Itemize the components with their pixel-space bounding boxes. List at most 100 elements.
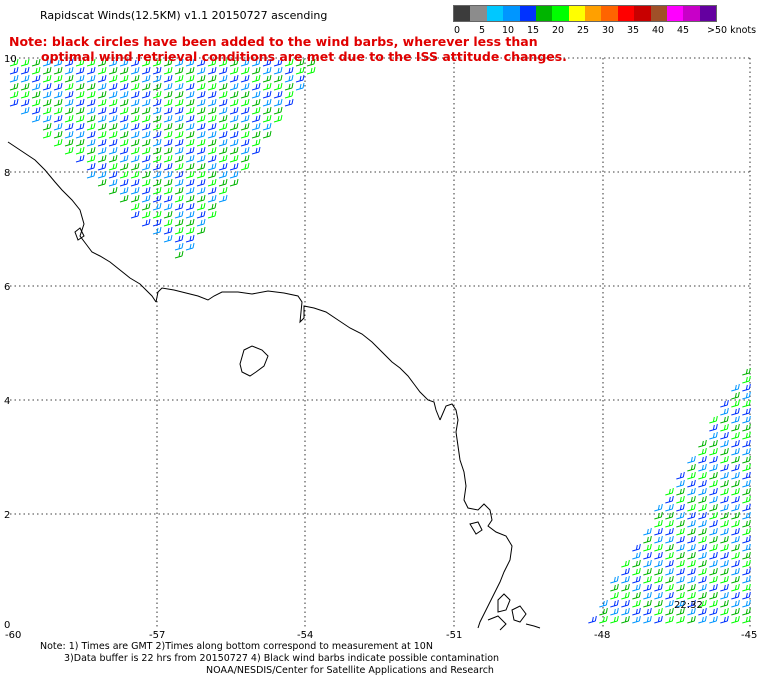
wind-barb	[240, 114, 250, 123]
wind-barb	[174, 186, 184, 195]
wind-barb	[141, 138, 151, 147]
wind-barb	[643, 615, 652, 624]
wind-barb	[676, 543, 685, 552]
wind-barb	[251, 130, 261, 139]
wind-barb	[273, 66, 283, 75]
wind-barb	[119, 58, 129, 67]
legend-label: 40	[652, 25, 665, 36]
wind-barb	[599, 615, 608, 624]
wind-barb	[97, 82, 107, 91]
wind-barb	[709, 559, 718, 568]
wind-barb	[676, 511, 685, 520]
wind-barb	[698, 455, 707, 464]
wind-barb	[152, 202, 162, 211]
wind-barb	[676, 591, 685, 600]
wind-barb	[720, 575, 729, 584]
wind-barb	[174, 202, 184, 211]
wind-barb	[632, 567, 641, 576]
wind-barb	[141, 162, 151, 171]
map-title: Rapidscat Winds(12.5KM) v1.1 20150727 as…	[40, 9, 328, 22]
wind-barb	[75, 146, 85, 155]
wind-barb	[207, 170, 217, 179]
wind-barb	[676, 615, 685, 624]
wind-barb	[698, 599, 707, 608]
wind-barb	[273, 98, 283, 107]
wind-barb	[687, 591, 696, 600]
wind-barb	[654, 575, 663, 584]
wind-barb	[196, 74, 206, 83]
wind-barb	[174, 162, 184, 171]
wind-barb	[742, 607, 751, 616]
wind-barb	[20, 74, 30, 83]
wind-barb	[742, 511, 751, 520]
wind-barb	[731, 575, 740, 584]
wind-barb	[86, 98, 96, 107]
wind-barb	[676, 599, 685, 608]
wind-barb	[108, 146, 118, 155]
wind-barb	[185, 194, 195, 203]
wind-barb	[731, 519, 740, 528]
wind-barb	[731, 447, 740, 456]
wind-barb	[108, 138, 118, 147]
lat-tick-label: 10	[4, 54, 17, 65]
wind-barb	[53, 130, 63, 139]
wind-barb	[698, 615, 707, 624]
wind-barb	[676, 567, 685, 576]
wind-barb	[632, 607, 641, 616]
wind-barb	[20, 98, 30, 107]
wind-barb	[621, 599, 630, 608]
wind-barb	[720, 415, 729, 424]
wind-barb	[676, 527, 685, 536]
wind-barb	[262, 74, 272, 83]
wind-barb	[676, 559, 685, 568]
wind-barb	[742, 479, 751, 488]
wind-barb	[9, 98, 19, 107]
wind-barb	[163, 234, 173, 243]
coastline	[7, 141, 541, 631]
wind-barb	[665, 487, 674, 496]
wind-barb	[643, 567, 652, 576]
wind-barb	[97, 170, 107, 179]
legend-color-cell	[617, 6, 635, 21]
wind-barb	[108, 154, 118, 163]
wind-barb	[251, 122, 261, 131]
wind-barb	[152, 74, 162, 83]
wind-barb	[643, 551, 652, 560]
wind-barb	[731, 535, 740, 544]
lat-tick-label: 8	[4, 168, 10, 179]
wind-barb	[720, 503, 729, 512]
wind-barb	[698, 511, 707, 520]
wind-barb	[31, 58, 41, 67]
wind-barb	[654, 503, 663, 512]
wind-barb	[218, 162, 228, 171]
wind-barb	[731, 559, 740, 568]
wind-barb	[97, 58, 107, 67]
wind-barb	[218, 146, 228, 155]
wind-barb	[75, 130, 85, 139]
wind-barb	[119, 82, 129, 91]
wind-barb	[141, 122, 151, 131]
legend-color-cell	[503, 6, 520, 21]
wind-barb	[9, 66, 19, 75]
wind-barb	[130, 202, 140, 211]
wind-barb	[64, 146, 74, 155]
wind-barb	[731, 479, 740, 488]
wind-barb	[698, 535, 707, 544]
wind-barb	[251, 98, 261, 107]
wind-barb	[207, 66, 217, 75]
wind-barb	[141, 114, 151, 123]
wind-barb	[75, 58, 85, 67]
wind-barb	[207, 114, 217, 123]
wind-barb	[676, 471, 685, 480]
wind-barb	[196, 186, 206, 195]
wind-barb	[709, 431, 718, 440]
wind-barb	[174, 58, 184, 67]
wind-barb	[185, 162, 195, 171]
wind-barb	[75, 98, 85, 107]
wind-barb	[97, 154, 107, 163]
wind-barb	[687, 615, 696, 624]
legend-color-cell	[634, 6, 651, 21]
wind-barb	[698, 471, 707, 480]
wind-barb	[218, 74, 228, 83]
wind-barb	[75, 122, 85, 131]
